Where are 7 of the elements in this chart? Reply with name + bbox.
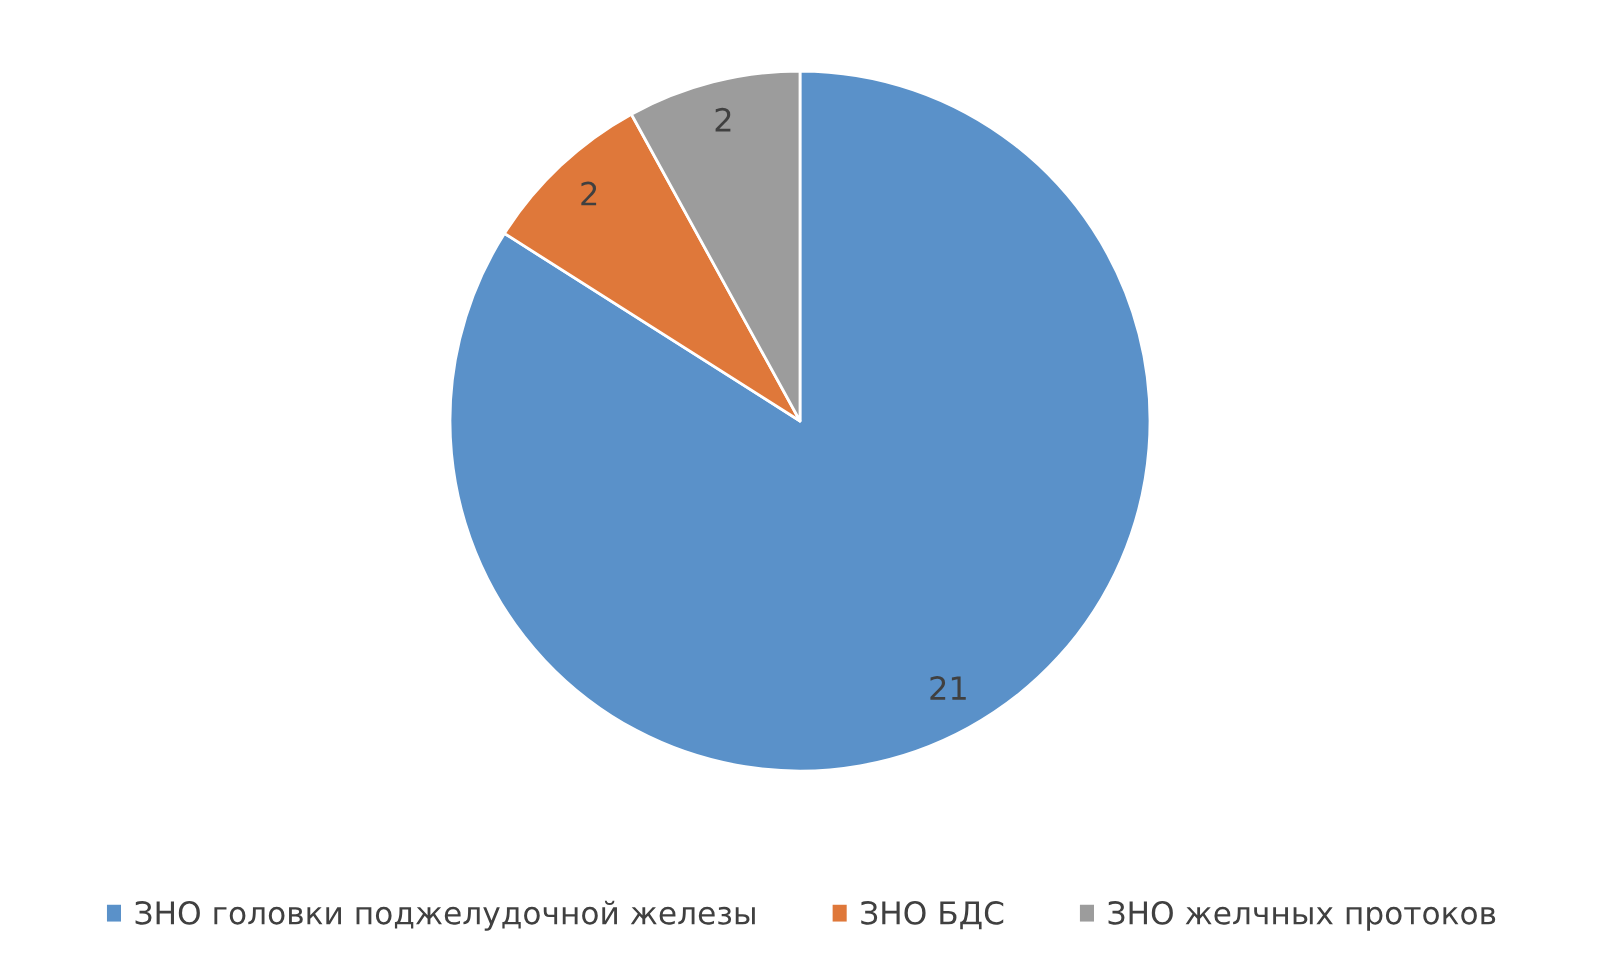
data-label: 2: [715, 107, 731, 132]
data-label: 21: [930, 676, 966, 700]
pie-slice: [448, 69, 1152, 773]
legend-label: ЗНО БДС: [861, 901, 1004, 930]
legend-label: ЗНО головки поджелудочной железы: [135, 900, 755, 931]
data-label: 2: [581, 181, 597, 206]
legend-label: ЗНО желчных протоков: [1108, 901, 1496, 931]
